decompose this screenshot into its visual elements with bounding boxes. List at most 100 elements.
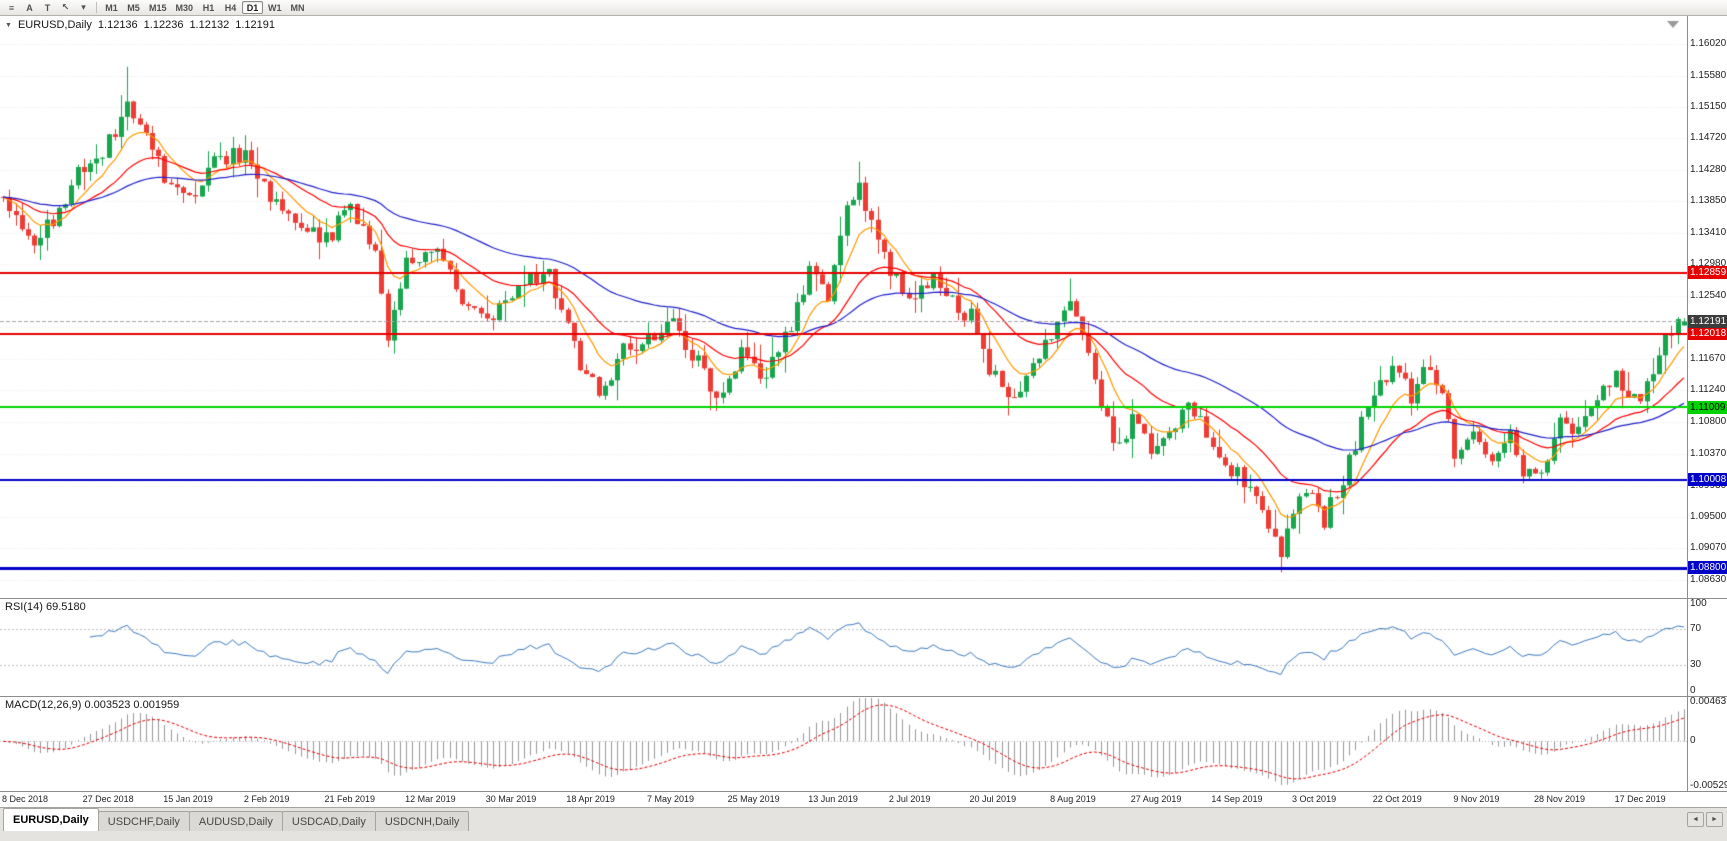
price-tick-label: 1.14280 bbox=[1690, 163, 1727, 175]
date-label: 7 May 2019 bbox=[647, 794, 695, 804]
date-label: 3 Oct 2019 bbox=[1292, 794, 1337, 804]
date-label: 22 Oct 2019 bbox=[1372, 794, 1422, 804]
rsi-tick-label: 100 bbox=[1690, 599, 1707, 609]
date-label: 17 Dec 2019 bbox=[1614, 794, 1666, 804]
timeframe-button-m30[interactable]: M30 bbox=[175, 2, 194, 13]
date-label: 18 Apr 2019 bbox=[566, 794, 615, 804]
ohlc-high: 1.12236 bbox=[143, 19, 184, 31]
panel-splitter[interactable] bbox=[0, 696, 1727, 697]
level-price-badge: 1.10008 bbox=[1688, 473, 1727, 487]
rsi-indicator-label: RSI(14) 69.5180 bbox=[5, 601, 86, 613]
timeframe-button-h1[interactable]: H1 bbox=[202, 2, 215, 13]
date-label: 8 Dec 2018 bbox=[2, 794, 49, 804]
level-price-badge: 1.12859 bbox=[1688, 266, 1727, 280]
date-label: 2 Jul 2019 bbox=[888, 794, 931, 804]
chart-symbol-period: EURUSD,Daily bbox=[17, 19, 92, 31]
price-tick-label: 1.11240 bbox=[1690, 384, 1726, 396]
price-tick-label: 1.13850 bbox=[1690, 195, 1727, 207]
ohlc-low: 1.12132 bbox=[189, 19, 230, 31]
rsi-tick-label: 0 bbox=[1690, 685, 1696, 696]
level-price-badge: 1.08800 bbox=[1688, 561, 1727, 575]
chart-tab-usdcad[interactable]: USDCAD,Daily bbox=[281, 811, 376, 831]
date-label: 13 Jun 2019 bbox=[808, 794, 858, 804]
price-tick-label: 1.10800 bbox=[1690, 416, 1727, 428]
date-label: 27 Aug 2019 bbox=[1130, 794, 1182, 804]
macd-indicator-label: MACD(12,26,9) 0.003523 0.001959 bbox=[5, 699, 180, 711]
annotation-tool-icon[interactable]: A bbox=[26, 2, 33, 13]
date-label: 15 Jan 2019 bbox=[163, 794, 213, 804]
chart-tab-usdcnh[interactable]: USDCNH,Daily bbox=[374, 811, 470, 831]
date-label: 12 Mar 2019 bbox=[405, 794, 456, 804]
top-toolbar: ≡ A T ↖ ▾ M1 M5 M15 M30 H1 H4 D1 W1 MN bbox=[0, 0, 1727, 16]
price-tick-label: 1.12540 bbox=[1690, 290, 1727, 302]
level-price-badge: 1.11009 bbox=[1688, 400, 1727, 414]
level-price-badge: 1.12018 bbox=[1688, 327, 1727, 341]
tab-scroll-left-icon[interactable]: ◄ bbox=[1687, 812, 1704, 827]
date-label: 20 Jul 2019 bbox=[969, 794, 1017, 804]
toolbar-icon-group: ≡ A T ↖ ▾ bbox=[3, 1, 92, 14]
timeframe-button-h4[interactable]: H4 bbox=[224, 2, 237, 13]
chart-tab-bar: EURUSD,Daily USDCHF,Daily AUDUSD,Daily USDC… bbox=[0, 807, 1727, 831]
chart-tab-audusd[interactable]: AUDUSD,Daily bbox=[188, 811, 283, 831]
price-tick-label: 1.12980 bbox=[1690, 258, 1727, 270]
date-label: 27 Dec 2018 bbox=[82, 794, 134, 804]
date-label: 28 Nov 2019 bbox=[1533, 794, 1585, 804]
price-tick-label: 1.15580 bbox=[1690, 69, 1727, 81]
chart-tab-eurusd[interactable]: EURUSD,Daily bbox=[3, 808, 99, 831]
price-tick-label: 1.16020 bbox=[1690, 37, 1727, 49]
chart-list-icon[interactable]: ≡ bbox=[8, 2, 15, 13]
date-label: 2 Feb 2019 bbox=[243, 794, 290, 804]
timeframe-button-w1[interactable]: W1 bbox=[268, 2, 282, 13]
date-label: 21 Feb 2019 bbox=[324, 794, 376, 804]
price-tick-label: 1.09500 bbox=[1690, 510, 1727, 522]
macd-tick-label: -0.00529 bbox=[1690, 780, 1727, 791]
tab-scroll-controls: ◄ ► bbox=[1687, 812, 1723, 827]
panel-splitter[interactable] bbox=[0, 598, 1727, 599]
rsi-tick-label: 30 bbox=[1690, 659, 1702, 670]
price-tick-label: 1.11670 bbox=[1690, 353, 1726, 365]
price-tick-label: 1.10370 bbox=[1690, 447, 1727, 459]
cursor-tool-icon[interactable]: ↖ bbox=[61, 2, 70, 12]
current-price-badge: 1.12191 bbox=[1688, 314, 1727, 328]
price-scale[interactable]: 1.16020 1.15580 1.15150 1.14720 1.14280 1.138… bbox=[1687, 16, 1727, 598]
rsi-tick-label: 70 bbox=[1690, 623, 1702, 634]
price-tick-label: 1.08630 bbox=[1690, 573, 1727, 585]
date-label: 9 Nov 2019 bbox=[1453, 794, 1500, 804]
timeframe-button-m15[interactable]: M15 bbox=[149, 2, 167, 13]
collapse-ohlc-icon[interactable]: ▼ bbox=[5, 21, 12, 29]
date-label: 30 Mar 2019 bbox=[485, 794, 537, 804]
macd-indicator-panel: MACD(12,26,9) 0.003523 0.001959 0.00463 0… bbox=[0, 697, 1727, 791]
dropdown-caret-icon[interactable]: ▾ bbox=[81, 2, 86, 12]
timeframe-button-m5[interactable]: M5 bbox=[127, 2, 140, 13]
time-scale[interactable]: 8 Dec 2018 27 Dec 2018 15 Jan 2019 2 Feb 20… bbox=[0, 791, 1727, 807]
chart-tab-usdchf[interactable]: USDCHF,Daily bbox=[97, 811, 190, 831]
status-strip bbox=[0, 831, 1727, 841]
date-label: 8 Aug 2019 bbox=[1050, 794, 1096, 804]
date-label: 14 Sep 2019 bbox=[1211, 794, 1263, 804]
chart-title: ▼ EURUSD,Daily 1.12136 1.12236 1.12132 1… bbox=[5, 19, 275, 31]
price-tick-label: 1.15150 bbox=[1690, 100, 1727, 112]
price-chart-canvas[interactable] bbox=[0, 16, 1687, 598]
tab-scroll-right-icon[interactable]: ► bbox=[1706, 812, 1723, 827]
timeframe-button-group: M1 M5 M15 M30 H1 H4 D1 W1 MN bbox=[101, 1, 309, 14]
chart-tabs: EURUSD,Daily USDCHF,Daily AUDUSD,Daily USDC… bbox=[3, 808, 470, 831]
macd-scale[interactable]: 0.00463 0 -0.00529 bbox=[1687, 697, 1727, 791]
timeframe-button-d1[interactable]: D1 bbox=[242, 1, 264, 14]
macd-indicator-canvas[interactable] bbox=[0, 697, 1687, 791]
price-tick-label: 1.09070 bbox=[1690, 541, 1727, 553]
price-chart-panel: ▼ EURUSD,Daily 1.12136 1.12236 1.12132 1… bbox=[0, 16, 1727, 598]
rsi-scale[interactable]: 100 70 30 0 bbox=[1687, 599, 1727, 696]
ohlc-close: 1.12191 bbox=[235, 19, 275, 31]
rsi-indicator-canvas[interactable] bbox=[0, 599, 1687, 696]
timeframe-button-m1[interactable]: M1 bbox=[105, 2, 118, 13]
ohlc-open: 1.12136 bbox=[97, 19, 138, 31]
macd-tick-label: 0.00463 bbox=[1690, 697, 1727, 707]
rsi-indicator-panel: RSI(14) 69.5180 100 70 30 0 bbox=[0, 599, 1727, 696]
timeframe-button-mn[interactable]: MN bbox=[290, 2, 305, 13]
text-tool-icon[interactable]: T bbox=[44, 2, 51, 13]
toolbar-separator bbox=[96, 2, 97, 13]
price-tick-label: 1.13410 bbox=[1690, 226, 1727, 238]
date-label: 25 May 2019 bbox=[727, 794, 780, 804]
macd-tick-label: 0 bbox=[1690, 735, 1696, 747]
